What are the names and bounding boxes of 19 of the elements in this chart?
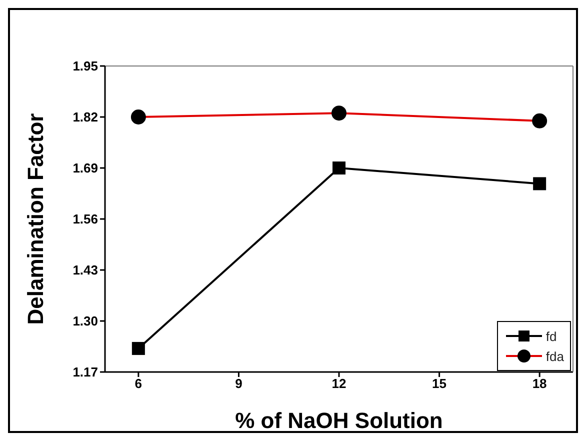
y-tick-label: 1.82: [72, 110, 98, 125]
point: [533, 177, 546, 190]
x-tick-label: 12: [332, 376, 346, 392]
point: [332, 162, 346, 174]
legend-label: fda: [546, 348, 564, 364]
y-tick-label: 1.30: [72, 314, 98, 329]
x-tick-label: 18: [532, 376, 547, 392]
x-tick-label: 15: [432, 376, 447, 392]
x-tick-label: 9: [235, 376, 242, 392]
point: [132, 342, 145, 355]
y-tick-label: 1.95: [72, 58, 98, 74]
y-axis-title: Delamination Factor: [22, 112, 48, 325]
y-tick-label: 1.56: [72, 212, 98, 227]
x-tick-label: 6: [134, 376, 142, 392]
x-axis-title: % of NaOH Solution: [235, 408, 443, 433]
y-tick-label: 1.43: [72, 262, 98, 278]
legend-label: fd: [546, 328, 557, 344]
y-tick-label: 1.17: [72, 364, 98, 380]
y-tick-label: 1.69: [72, 160, 98, 176]
